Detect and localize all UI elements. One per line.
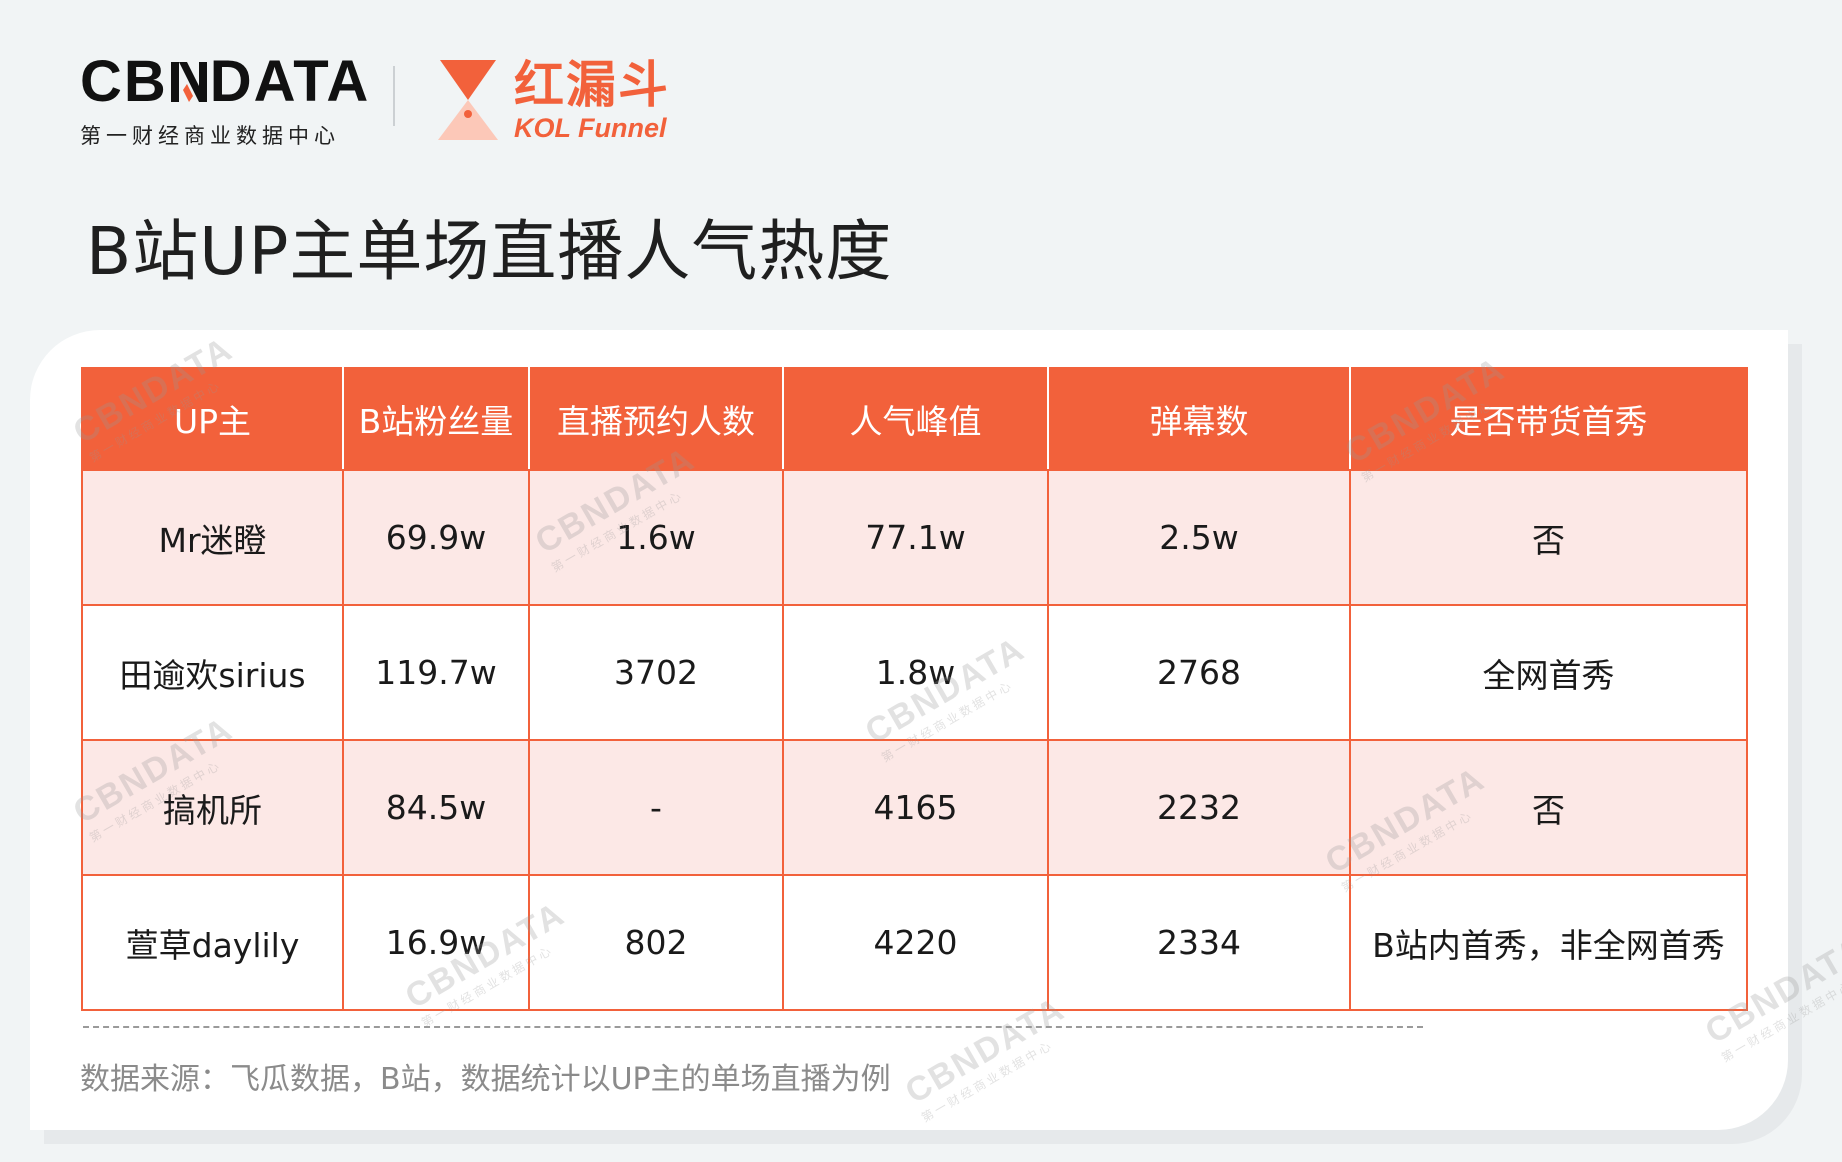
table-header-row: UP主 B站粉丝量 直播预约人数 人气峰值 弹幕数 是否带货首秀 bbox=[81, 367, 1748, 471]
cell-first-sales-stream: B站内首秀，非全网首秀 bbox=[1349, 874, 1748, 1011]
footer-divider bbox=[83, 1026, 1423, 1028]
logo-divider bbox=[393, 66, 395, 126]
cell-up-owner: 田逾欢sirius bbox=[81, 604, 344, 741]
stats-table: UP主 B站粉丝量 直播预约人数 人气峰值 弹幕数 是否带货首秀 Mr迷瞪 69… bbox=[81, 367, 1748, 1011]
page-title: B站UP主单场直播人气热度 bbox=[86, 213, 893, 290]
table-row: 搞机所 84.5w - 4165 2232 否 bbox=[81, 739, 1748, 876]
cbndata-wordmark: CB DATA bbox=[80, 52, 380, 112]
cell-danmaku-count: 2334 bbox=[1047, 874, 1351, 1011]
cell-danmaku-count: 2768 bbox=[1047, 604, 1351, 741]
cell-up-owner: 搞机所 bbox=[81, 739, 344, 876]
source-note: 数据来源：飞瓜数据，B站，数据统计以UP主的单场直播为例 bbox=[80, 1062, 891, 1097]
cell-danmaku-count: 2232 bbox=[1047, 739, 1351, 876]
cell-reservations: 3702 bbox=[528, 604, 784, 741]
cell-reservations: 1.6w bbox=[528, 469, 784, 606]
cell-reservations: - bbox=[528, 739, 784, 876]
kol-funnel-name-cn: 红漏斗 bbox=[514, 56, 670, 114]
cell-followers: 119.7w bbox=[342, 604, 530, 741]
cbndata-wordmark-left: CB bbox=[80, 49, 168, 114]
cbndata-wordmark-right: DATA bbox=[209, 49, 371, 114]
cell-followers: 84.5w bbox=[342, 739, 530, 876]
cell-peak-popularity: 77.1w bbox=[782, 469, 1049, 606]
column-header-danmaku-count: 弹幕数 bbox=[1047, 367, 1351, 471]
cell-reservations: 802 bbox=[528, 874, 784, 1011]
column-header-reservations: 直播预约人数 bbox=[528, 367, 784, 471]
cell-peak-popularity: 4220 bbox=[782, 874, 1049, 1011]
table-row: 田逾欢sirius 119.7w 3702 1.8w 2768 全网首秀 bbox=[81, 604, 1748, 741]
cbndata-n-icon bbox=[169, 60, 209, 104]
cell-followers: 16.9w bbox=[342, 874, 530, 1011]
funnel-icon bbox=[438, 60, 498, 140]
column-header-up-owner: UP主 bbox=[81, 367, 344, 471]
cell-peak-popularity: 4165 bbox=[782, 739, 1049, 876]
cell-first-sales-stream: 否 bbox=[1349, 469, 1748, 606]
column-header-first-sales-stream: 是否带货首秀 bbox=[1349, 367, 1748, 471]
table-row: 萱草daylily 16.9w 802 4220 2334 B站内首秀，非全网首… bbox=[81, 874, 1748, 1011]
kol-funnel-name-en: KOL Funnel bbox=[514, 113, 667, 143]
column-header-followers: B站粉丝量 bbox=[342, 367, 530, 471]
cbndata-subtitle: 第一财经商业数据中心 bbox=[80, 124, 340, 148]
cell-first-sales-stream: 全网首秀 bbox=[1349, 604, 1748, 741]
cell-peak-popularity: 1.8w bbox=[782, 604, 1049, 741]
cell-up-owner: Mr迷瞪 bbox=[81, 469, 344, 606]
cbndata-logo: CB DATA 第一财经商业数据中心 bbox=[80, 52, 380, 150]
column-header-peak-popularity: 人气峰值 bbox=[782, 367, 1049, 471]
cell-followers: 69.9w bbox=[342, 469, 530, 606]
cell-first-sales-stream: 否 bbox=[1349, 739, 1748, 876]
cell-up-owner: 萱草daylily bbox=[81, 874, 344, 1011]
table-row: Mr迷瞪 69.9w 1.6w 77.1w 2.5w 否 bbox=[81, 469, 1748, 606]
kol-funnel-logo: 红漏斗 KOL Funnel bbox=[436, 58, 670, 142]
cell-danmaku-count: 2.5w bbox=[1047, 469, 1351, 606]
